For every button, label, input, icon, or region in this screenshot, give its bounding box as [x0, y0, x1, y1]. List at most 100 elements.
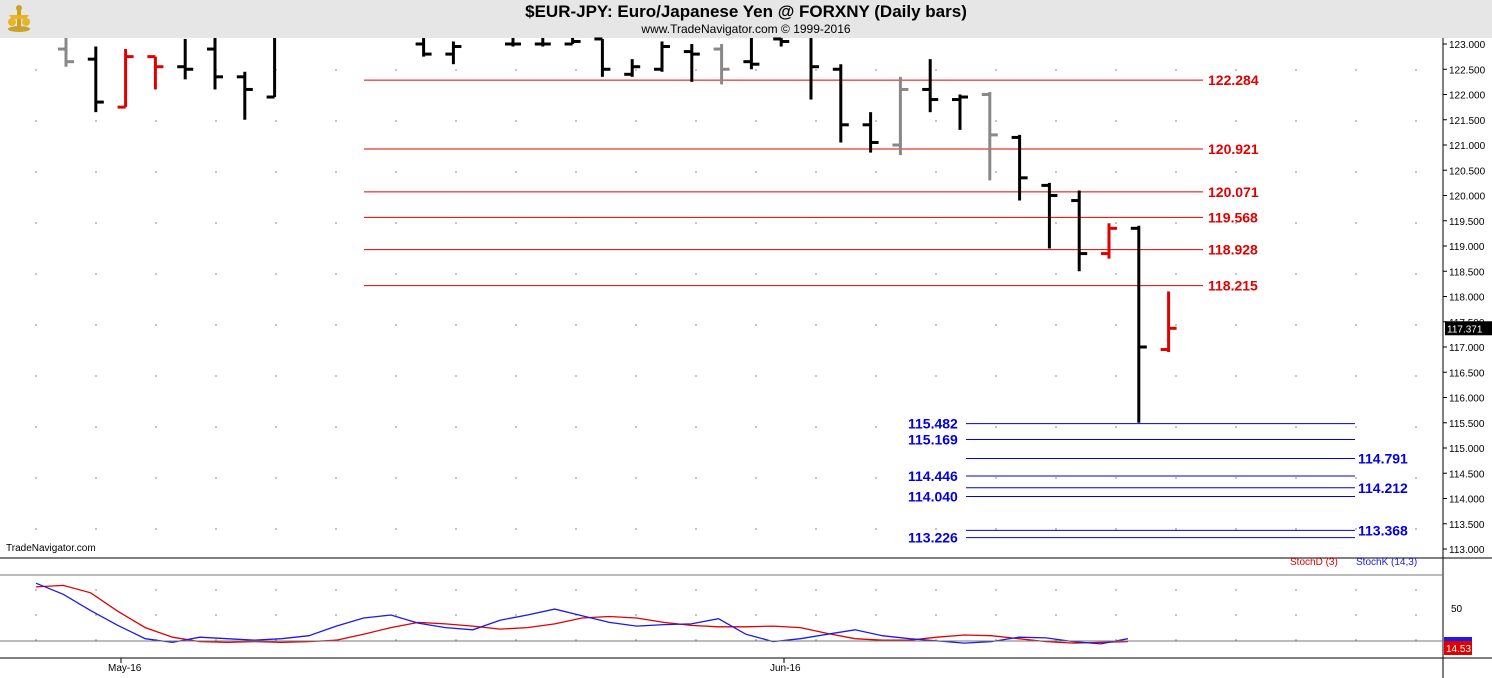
grid-dot — [1415, 69, 1417, 71]
grid-dot — [215, 528, 217, 530]
grid-dot — [1355, 273, 1357, 275]
grid-dot — [875, 426, 877, 428]
grid-dot — [1115, 222, 1117, 224]
y-tick-label: 114.000 — [1449, 495, 1485, 506]
grid-dot — [395, 120, 397, 122]
grid-dot — [1115, 528, 1117, 530]
grid-dot — [935, 324, 937, 326]
grid-dot — [935, 375, 937, 377]
grid-dot — [1055, 477, 1057, 479]
grid-dot — [155, 589, 157, 591]
grid-dot — [995, 120, 997, 122]
grid-dot — [1175, 324, 1177, 326]
grid-dot — [995, 171, 997, 173]
grid-dot — [35, 477, 37, 479]
grid-dot — [395, 477, 397, 479]
grid-dot — [575, 528, 577, 530]
grid-dot — [635, 273, 637, 275]
grid-dot — [215, 589, 217, 591]
grid-dot — [395, 426, 397, 428]
grid-dot — [1175, 614, 1177, 616]
grid-dot — [455, 273, 457, 275]
grid-dot — [875, 324, 877, 326]
grid-dot — [1115, 120, 1117, 122]
grid-dot — [275, 222, 277, 224]
grid-dot — [215, 375, 217, 377]
grid-dot — [275, 426, 277, 428]
grid-dot — [1415, 120, 1417, 122]
grid-dot — [35, 171, 37, 173]
blue-level-label: 114.212 — [1358, 480, 1408, 496]
grid-dot — [875, 375, 877, 377]
grid-dot — [395, 614, 397, 616]
price-grid — [35, 69, 1417, 530]
grid-dot — [1235, 639, 1237, 641]
y-tick-label: 122.000 — [1449, 91, 1486, 102]
grid-dot — [515, 639, 517, 641]
grid-dot — [815, 273, 817, 275]
grid-dot — [1055, 69, 1057, 71]
grid-dot — [995, 375, 997, 377]
grid-dot — [815, 120, 817, 122]
grid-dot — [1055, 120, 1057, 122]
grid-dot — [635, 639, 637, 641]
grid-dot — [335, 120, 337, 122]
grid-dot — [275, 324, 277, 326]
grid-dot — [1295, 477, 1297, 479]
grid-dot — [395, 528, 397, 530]
grid-dot — [935, 171, 937, 173]
grid-dot — [1055, 528, 1057, 530]
grid-dot — [1115, 69, 1117, 71]
legend-stochd: StochD (3) — [1290, 557, 1338, 568]
grid-dot — [1055, 589, 1057, 591]
grid-dot — [395, 69, 397, 71]
y-tick-label: 118.000 — [1449, 293, 1485, 304]
grid-dot — [1235, 222, 1237, 224]
grid-dot — [35, 639, 37, 641]
grid-dot — [455, 589, 457, 591]
title-bar — [0, 0, 1492, 38]
grid-dot — [1355, 477, 1357, 479]
grid-dot — [1055, 222, 1057, 224]
grid-dot — [1295, 589, 1297, 591]
grid-dot — [1295, 614, 1297, 616]
grid-dot — [1055, 375, 1057, 377]
grid-dot — [1175, 120, 1177, 122]
stochk-last-marker — [1444, 637, 1472, 643]
grid-dot — [95, 273, 97, 275]
grid-dot — [335, 426, 337, 428]
grid-dot — [1115, 426, 1117, 428]
grid-dot — [1175, 69, 1177, 71]
grid-dot — [95, 324, 97, 326]
grid-dot — [695, 614, 697, 616]
copyright-text: www.TradeNavigator.com © 1999-2016 — [641, 22, 851, 36]
grid-dot — [1055, 614, 1057, 616]
grid-dot — [755, 426, 757, 428]
grid-dot — [1115, 477, 1117, 479]
grid-dot — [935, 614, 937, 616]
grid-dot — [515, 69, 517, 71]
grid-dot — [1175, 528, 1177, 530]
grid-dot — [635, 375, 637, 377]
oscillator-lines — [35, 582, 1129, 645]
grid-dot — [695, 273, 697, 275]
grid-dot — [695, 477, 697, 479]
grid-dot — [275, 273, 277, 275]
grid-dot — [1115, 589, 1117, 591]
grid-dot — [635, 426, 637, 428]
grid-dot — [35, 589, 37, 591]
blue-level-label: 114.791 — [1358, 451, 1408, 467]
grid-dot — [95, 375, 97, 377]
grid-dot — [455, 375, 457, 377]
grid-dot — [1235, 375, 1237, 377]
grid-dot — [695, 69, 697, 71]
grid-dot — [695, 589, 697, 591]
grid-dot — [935, 589, 937, 591]
grid-dot — [335, 222, 337, 224]
grid-dot — [155, 375, 157, 377]
grid-dot — [515, 120, 517, 122]
blue-level-label: 115.482 — [908, 416, 958, 432]
trade-navigator-logo-icon — [8, 5, 30, 32]
grid-dot — [1355, 171, 1357, 173]
